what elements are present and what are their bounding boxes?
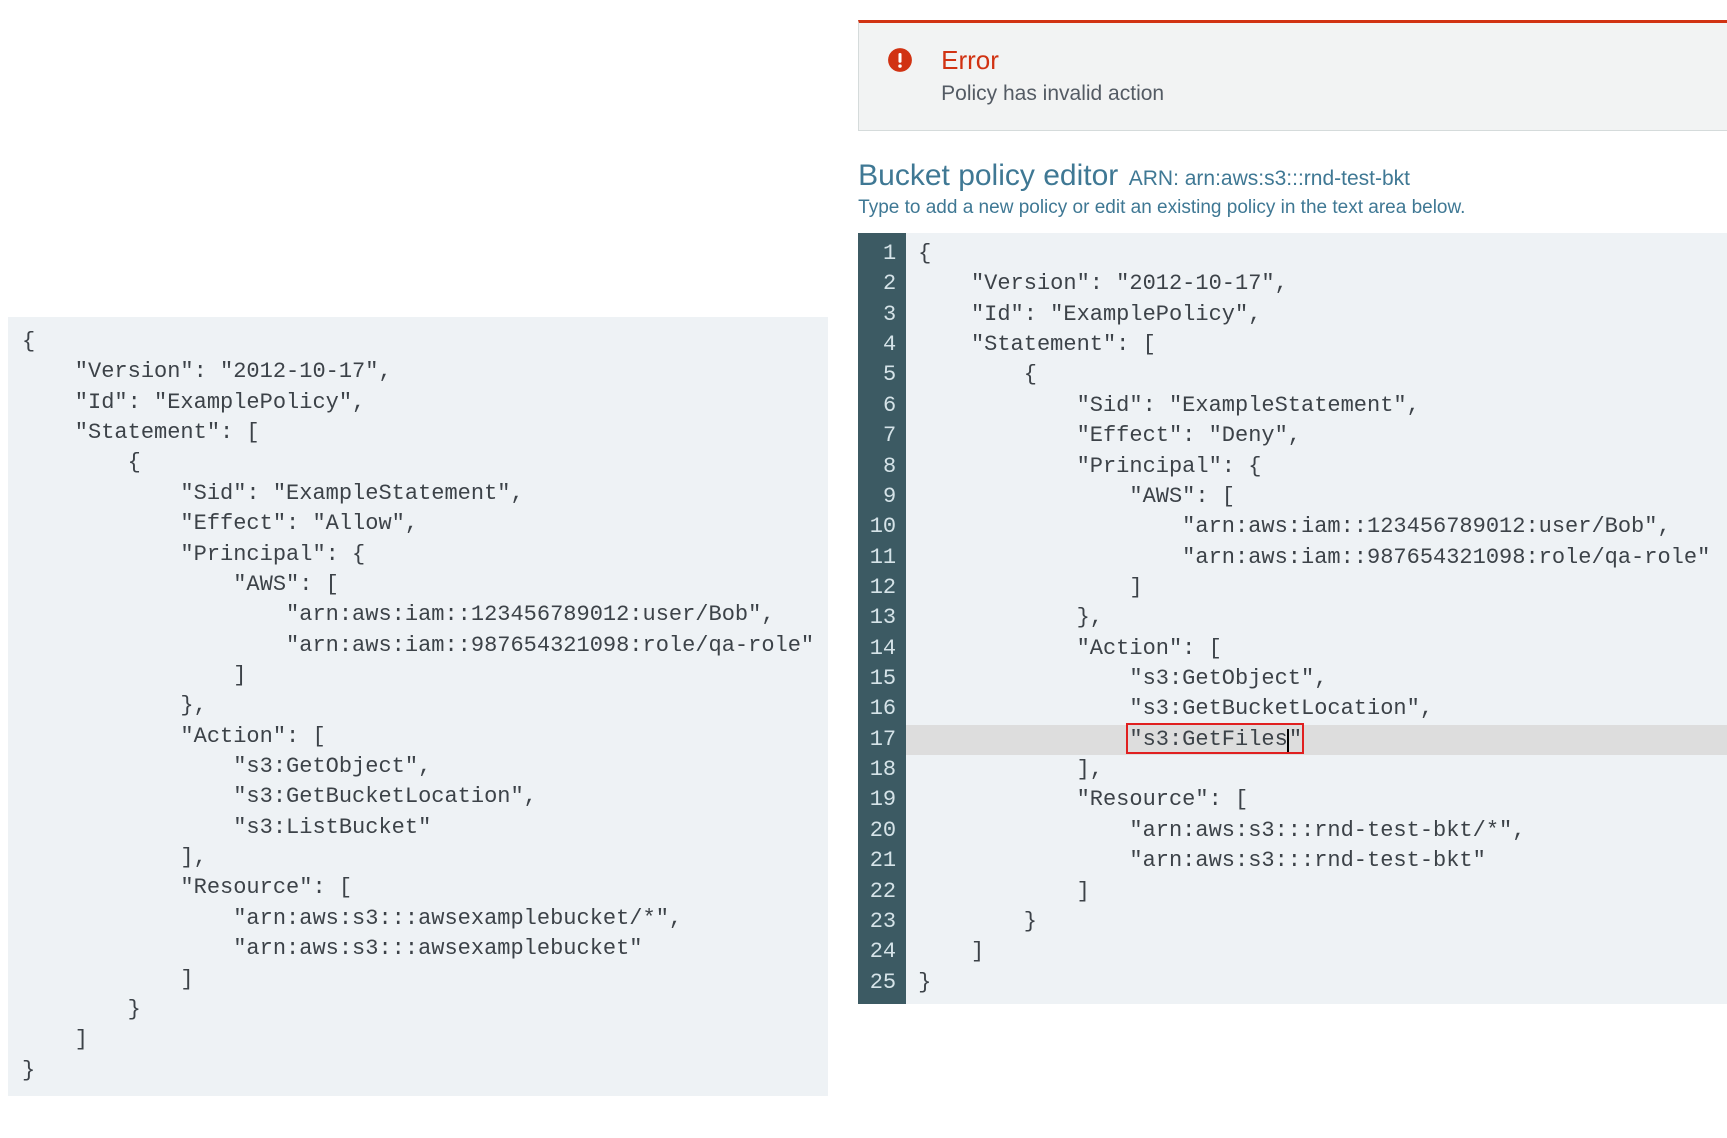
line-number: 14 bbox=[868, 634, 896, 664]
editor-title: Bucket policy editor bbox=[858, 159, 1118, 192]
code-line[interactable]: "Statement": [ bbox=[906, 330, 1727, 360]
line-number: 17 bbox=[868, 725, 896, 755]
line-number: 13 bbox=[868, 603, 896, 633]
code-line[interactable]: "AWS": [ bbox=[906, 482, 1727, 512]
line-number: 3 bbox=[868, 300, 896, 330]
line-number: 15 bbox=[868, 664, 896, 694]
code-line[interactable]: } bbox=[906, 907, 1727, 937]
code-line[interactable]: ] bbox=[906, 937, 1727, 967]
line-number-gutter: 1234567891011121314151617181920212223242… bbox=[858, 233, 906, 1004]
code-line[interactable]: "Resource": [ bbox=[906, 785, 1727, 815]
code-line[interactable]: } bbox=[906, 968, 1727, 998]
code-line[interactable]: "Id": "ExamplePolicy", bbox=[906, 300, 1727, 330]
code-line[interactable]: ], bbox=[906, 755, 1727, 785]
code-line[interactable]: "Principal": { bbox=[906, 452, 1727, 482]
policy-code-area[interactable]: { "Version": "2012-10-17", "Id": "Exampl… bbox=[906, 233, 1727, 1004]
code-line[interactable]: }, bbox=[906, 603, 1727, 633]
line-number: 20 bbox=[868, 816, 896, 846]
code-line[interactable]: "Action": [ bbox=[906, 634, 1727, 664]
code-line[interactable]: "s3:GetBucketLocation", bbox=[906, 694, 1727, 724]
line-number: 25 bbox=[868, 968, 896, 998]
line-number: 11 bbox=[868, 543, 896, 573]
error-icon bbox=[887, 47, 913, 73]
policy-editor[interactable]: 1234567891011121314151617181920212223242… bbox=[858, 233, 1727, 1004]
line-number: 10 bbox=[868, 512, 896, 542]
code-line[interactable]: "arn:aws:iam::987654321098:role/qa-role" bbox=[906, 543, 1727, 573]
line-number: 7 bbox=[868, 421, 896, 451]
line-number: 16 bbox=[868, 694, 896, 724]
code-line[interactable]: "Version": "2012-10-17", bbox=[906, 269, 1727, 299]
code-line[interactable]: { bbox=[906, 360, 1727, 390]
alert-body: Error Policy has invalid action bbox=[941, 45, 1164, 106]
line-number: 5 bbox=[868, 360, 896, 390]
code-line[interactable]: "Effect": "Deny", bbox=[906, 421, 1727, 451]
left-column: { "Version": "2012-10-17", "Id": "Exampl… bbox=[8, 295, 828, 1118]
line-number: 19 bbox=[868, 785, 896, 815]
line-number: 24 bbox=[868, 937, 896, 967]
line-number: 23 bbox=[868, 907, 896, 937]
alert-title: Error bbox=[941, 45, 1164, 76]
editor-arn: ARN: arn:aws:s3:::rnd-test-bkt bbox=[1129, 167, 1410, 190]
editor-hint: Type to add a new policy or edit an exis… bbox=[858, 197, 1727, 219]
code-line[interactable]: "arn:aws:s3:::rnd-test-bkt" bbox=[906, 846, 1727, 876]
code-line[interactable]: "s3:GetObject", bbox=[906, 664, 1727, 694]
code-line[interactable]: "s3:GetFiles" bbox=[906, 725, 1727, 755]
code-line[interactable]: "arn:aws:s3:::rnd-test-bkt/*", bbox=[906, 816, 1727, 846]
page-root: { "Version": "2012-10-17", "Id": "Exampl… bbox=[0, 0, 1727, 1138]
line-number: 1 bbox=[868, 239, 896, 269]
code-line[interactable]: ] bbox=[906, 573, 1727, 603]
line-number: 12 bbox=[868, 573, 896, 603]
editor-header: Bucket policy editor ARN: arn:aws:s3:::r… bbox=[858, 159, 1727, 193]
code-line[interactable]: "arn:aws:iam::123456789012:user/Bob", bbox=[906, 512, 1727, 542]
line-number: 9 bbox=[868, 482, 896, 512]
alert-message: Policy has invalid action bbox=[941, 82, 1164, 106]
code-line[interactable]: "Sid": "ExampleStatement", bbox=[906, 391, 1727, 421]
error-alert: Error Policy has invalid action bbox=[858, 20, 1727, 131]
line-number: 6 bbox=[868, 391, 896, 421]
right-column: Error Policy has invalid action Bucket p… bbox=[858, 20, 1727, 1004]
line-number: 18 bbox=[868, 755, 896, 785]
line-number: 4 bbox=[868, 330, 896, 360]
code-line[interactable]: ] bbox=[906, 877, 1727, 907]
line-number: 22 bbox=[868, 877, 896, 907]
line-number: 8 bbox=[868, 452, 896, 482]
example-policy-code: { "Version": "2012-10-17", "Id": "Exampl… bbox=[8, 317, 828, 1096]
line-number: 21 bbox=[868, 846, 896, 876]
code-line[interactable]: { bbox=[906, 239, 1727, 269]
line-number: 2 bbox=[868, 269, 896, 299]
text-cursor bbox=[1287, 729, 1289, 753]
